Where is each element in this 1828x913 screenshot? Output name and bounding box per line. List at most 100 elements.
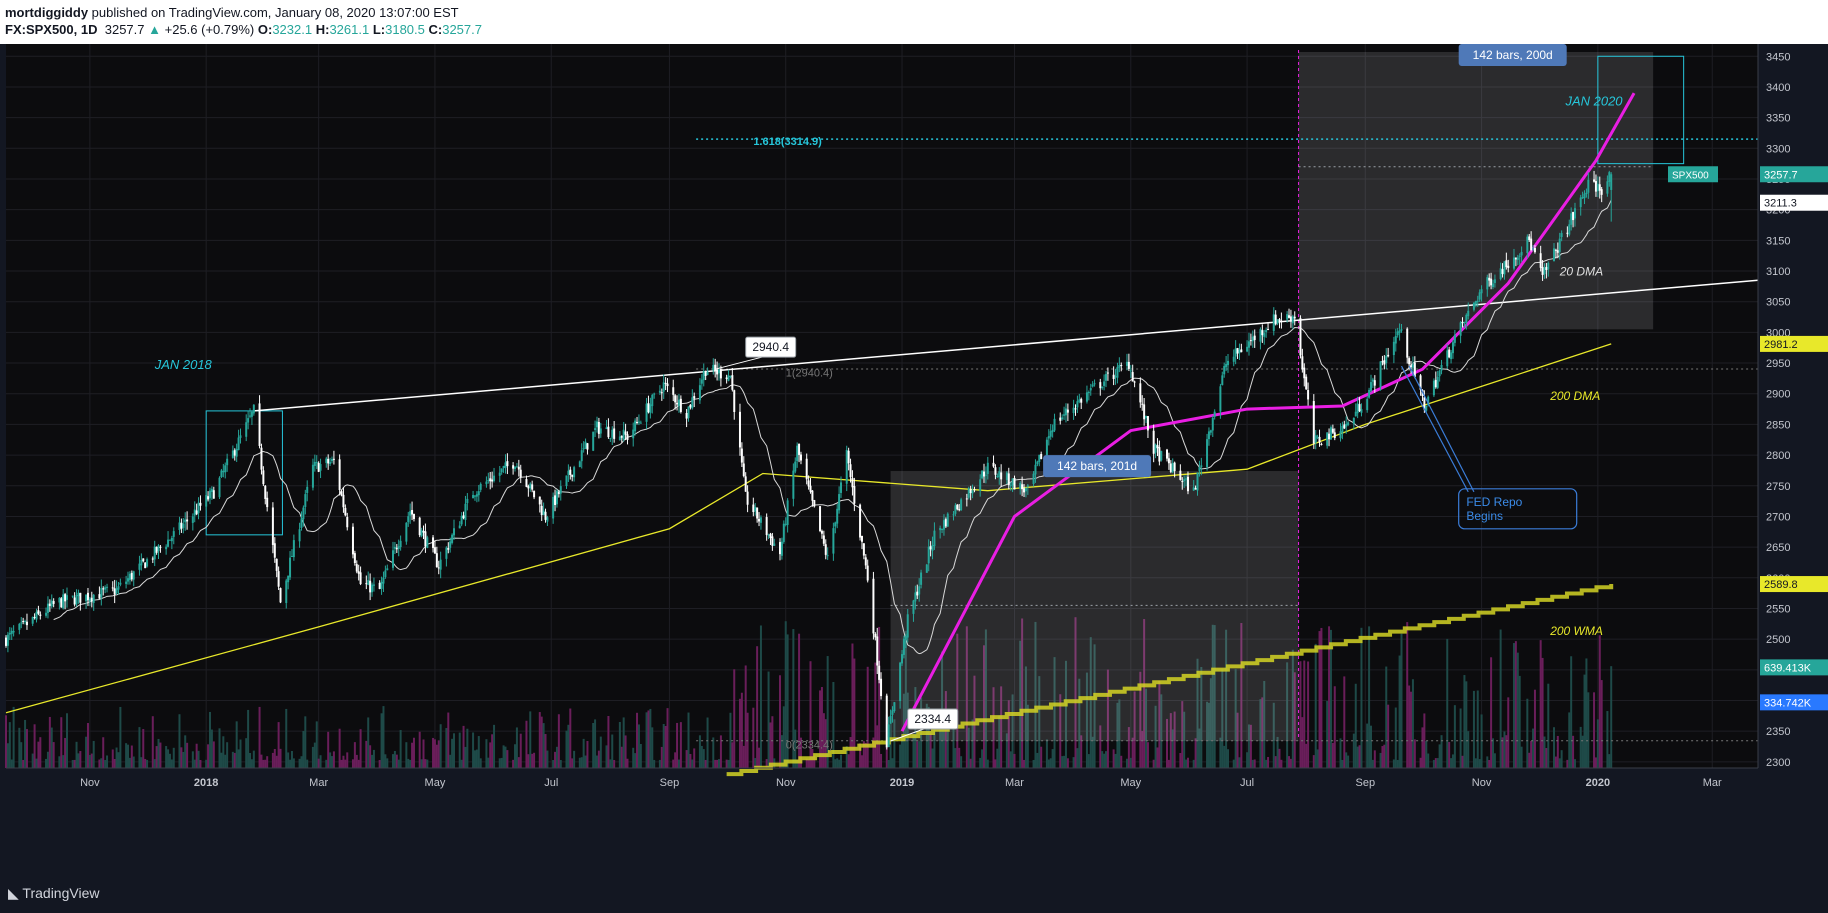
candle-body (1541, 266, 1544, 275)
candle-body (813, 500, 816, 507)
candle-body (1099, 382, 1102, 389)
candle-body (1610, 174, 1613, 190)
candle-body (266, 497, 269, 508)
candle-body (687, 406, 690, 419)
candle-body (1143, 404, 1146, 420)
candle-body (529, 483, 532, 489)
candle-body (58, 597, 61, 603)
volume-bar (1167, 759, 1170, 768)
volume-bar (594, 719, 597, 768)
volume-bar (1160, 694, 1163, 768)
candle-body (315, 461, 318, 463)
candle-body (899, 662, 902, 702)
volume-bar (1573, 759, 1576, 768)
volume-bar (1339, 738, 1342, 768)
candle-body (1608, 172, 1611, 182)
candle-body (197, 502, 200, 514)
volume-bar (1314, 643, 1317, 768)
candle-body (779, 542, 782, 555)
volume-bar (1472, 690, 1475, 768)
volume-bar (151, 716, 154, 768)
footer-brand[interactable]: ◣ TradingView (8, 885, 99, 902)
candle-body (1478, 292, 1481, 300)
candle-body (1013, 477, 1016, 490)
candle-body (1459, 322, 1462, 336)
volume-bar (369, 745, 372, 768)
candle-body (500, 468, 503, 473)
candle-body (317, 462, 320, 472)
price-chart[interactable]: JAN 2018 JAN 2020 1.618(3314.9) 1(2940.4) 0(… (0, 44, 1828, 874)
candle-body (1186, 476, 1189, 492)
volume-bar (1219, 737, 1222, 768)
candle-body (1299, 318, 1302, 356)
volume-bar (1225, 629, 1228, 768)
price-label-box (1760, 335, 1828, 352)
candle-body (100, 588, 103, 598)
candle-body (1036, 461, 1039, 465)
volume-bar (273, 748, 276, 768)
volume-bar (1600, 680, 1603, 768)
symbol-name[interactable]: FX:SPX500, 1D (5, 22, 98, 37)
volume-bar (647, 710, 650, 768)
price-label-box (1760, 166, 1828, 183)
candle-body (1261, 330, 1264, 336)
candle-body (664, 382, 667, 384)
candle-body (66, 595, 69, 600)
candle-body (651, 394, 654, 407)
volume-bar (58, 756, 61, 768)
x-tick-label: Jul (544, 777, 558, 789)
candle-body (634, 420, 637, 432)
volume-bar (592, 723, 595, 768)
volume-bar (529, 711, 532, 768)
candle-body (1038, 454, 1041, 462)
volume-bar (607, 715, 610, 768)
volume-bar (1078, 678, 1081, 768)
candle-body (1425, 405, 1428, 411)
volume-bar (306, 759, 309, 768)
volume-bar (498, 758, 501, 768)
candle-body (555, 490, 558, 505)
volume-bar (1209, 678, 1212, 768)
volume-bar (676, 722, 679, 768)
volume-bar (79, 751, 82, 768)
candle-body (658, 390, 661, 393)
volume-bar (1423, 713, 1426, 768)
candle-body (1207, 431, 1210, 440)
candle-body (1411, 364, 1414, 368)
candle-body (473, 495, 476, 497)
volume-bar (168, 753, 171, 768)
candle-body (31, 616, 34, 624)
candle-body (260, 447, 263, 470)
volume-bar (35, 758, 38, 768)
symbol-label-text: SPX500 (1672, 170, 1709, 181)
volume-bar (252, 750, 255, 768)
candle-body (1385, 355, 1388, 364)
candle-body (1173, 462, 1176, 472)
candle-body (649, 404, 652, 413)
candle-body (1446, 350, 1449, 367)
candle-body (906, 614, 909, 638)
candle-body (685, 412, 688, 419)
author-name[interactable]: mortdiggiddy (5, 5, 89, 20)
volume-bar (489, 742, 492, 768)
candle-body (811, 490, 814, 501)
candle-body (771, 536, 774, 546)
candle-body (1278, 319, 1281, 321)
candle-body (1432, 380, 1435, 396)
volume-bar (1451, 754, 1454, 768)
candle-body (1240, 349, 1243, 353)
volume-bar (1299, 661, 1302, 768)
candle-body (965, 498, 968, 500)
volume-bar (687, 712, 690, 768)
candle-body (918, 586, 921, 595)
candle-body (1246, 346, 1249, 352)
candle-body (1594, 181, 1597, 192)
volume-bar (1413, 739, 1416, 768)
volume-bar (552, 759, 555, 768)
volume-bar (1005, 733, 1008, 768)
volume-bar (1385, 666, 1388, 768)
candle-body (517, 466, 520, 470)
candle-body (1179, 470, 1182, 480)
volume-bar (1572, 735, 1575, 768)
volume-bar (1169, 713, 1172, 768)
